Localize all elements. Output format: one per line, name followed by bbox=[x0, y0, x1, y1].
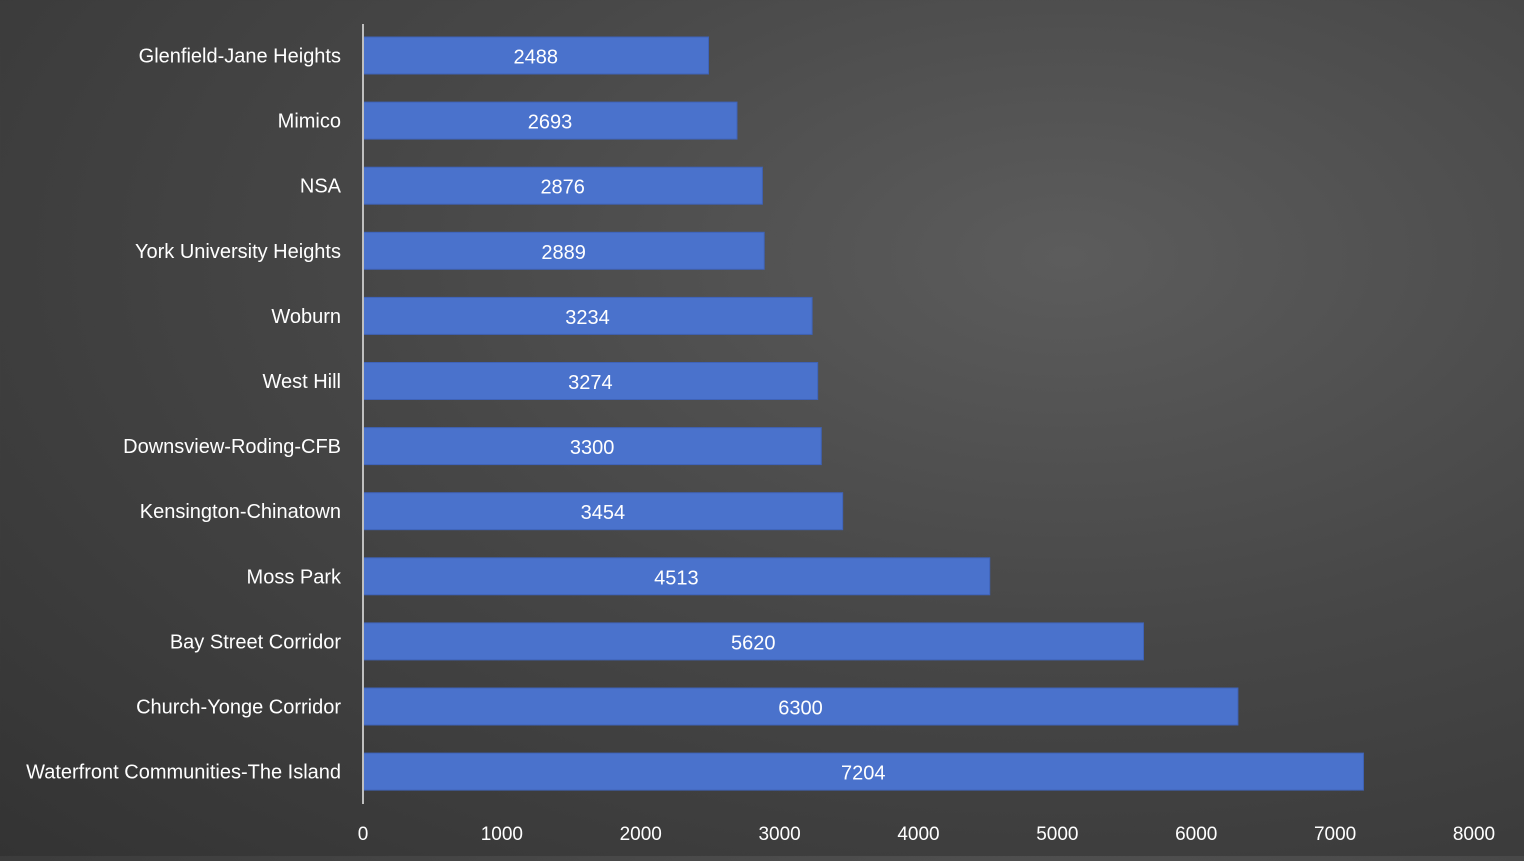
data-label: 2876 bbox=[540, 177, 585, 199]
data-label: 3234 bbox=[565, 307, 610, 329]
data-labels: 2488 2693 2876 2889 3234 3274 3300 3454 4513 5620… bbox=[514, 47, 886, 785]
category-label: West Hill bbox=[262, 371, 341, 393]
bar bbox=[362, 101, 738, 140]
category-label: Bay Street Corridor bbox=[170, 631, 342, 653]
x-tick-label: 3000 bbox=[758, 824, 800, 845]
x-tick-label: 8000 bbox=[1453, 824, 1495, 845]
bar bbox=[362, 687, 1239, 726]
category-label: Glenfield-Jane Heights bbox=[139, 46, 341, 68]
x-tick-label: 2000 bbox=[620, 824, 662, 845]
bars-group bbox=[362, 36, 1364, 791]
x-tick-label: 6000 bbox=[1175, 824, 1217, 845]
data-label: 3274 bbox=[568, 372, 613, 394]
data-label: 3454 bbox=[581, 502, 626, 524]
bar bbox=[362, 427, 822, 466]
x-tick-label: 4000 bbox=[897, 824, 939, 845]
x-tick-label: 5000 bbox=[1036, 824, 1078, 845]
bar bbox=[362, 622, 1144, 661]
data-label: 4513 bbox=[654, 567, 699, 589]
data-label: 2889 bbox=[541, 242, 586, 264]
data-label: 3300 bbox=[570, 437, 615, 459]
data-label: 2488 bbox=[514, 47, 559, 69]
bar bbox=[362, 166, 763, 205]
bar bbox=[362, 231, 765, 270]
category-label: Church-Yonge Corridor bbox=[136, 697, 341, 719]
category-label: Moss Park bbox=[247, 566, 342, 588]
category-label: York University Heights bbox=[135, 241, 341, 263]
category-label: Waterfront Communities-The Island bbox=[26, 762, 341, 784]
bar bbox=[362, 362, 819, 400]
bar bbox=[362, 296, 813, 335]
data-label: 6300 bbox=[778, 698, 823, 720]
data-label: 5620 bbox=[731, 632, 776, 654]
bar bbox=[362, 752, 1364, 791]
x-tick-label: 1000 bbox=[481, 824, 523, 845]
x-tick-label: 0 bbox=[358, 824, 369, 845]
category-label: NSA bbox=[300, 176, 342, 198]
bar bbox=[362, 36, 710, 75]
category-label: Kensington-Chinatown bbox=[140, 501, 341, 523]
category-label: Mimico bbox=[278, 111, 341, 133]
x-tick-label: 7000 bbox=[1314, 824, 1356, 845]
data-label: 2693 bbox=[528, 112, 573, 134]
category-label: Downsview-Roding-CFB bbox=[123, 436, 341, 458]
category-label: Woburn bbox=[271, 306, 341, 328]
x-axis-tick-labels: 0 1000 2000 3000 4000 5000 6000 7000 8000 bbox=[358, 824, 1495, 845]
data-label: 7204 bbox=[841, 763, 886, 785]
category-labels: Glenfield-Jane Heights Mimico NSA York Univ… bbox=[26, 46, 342, 784]
